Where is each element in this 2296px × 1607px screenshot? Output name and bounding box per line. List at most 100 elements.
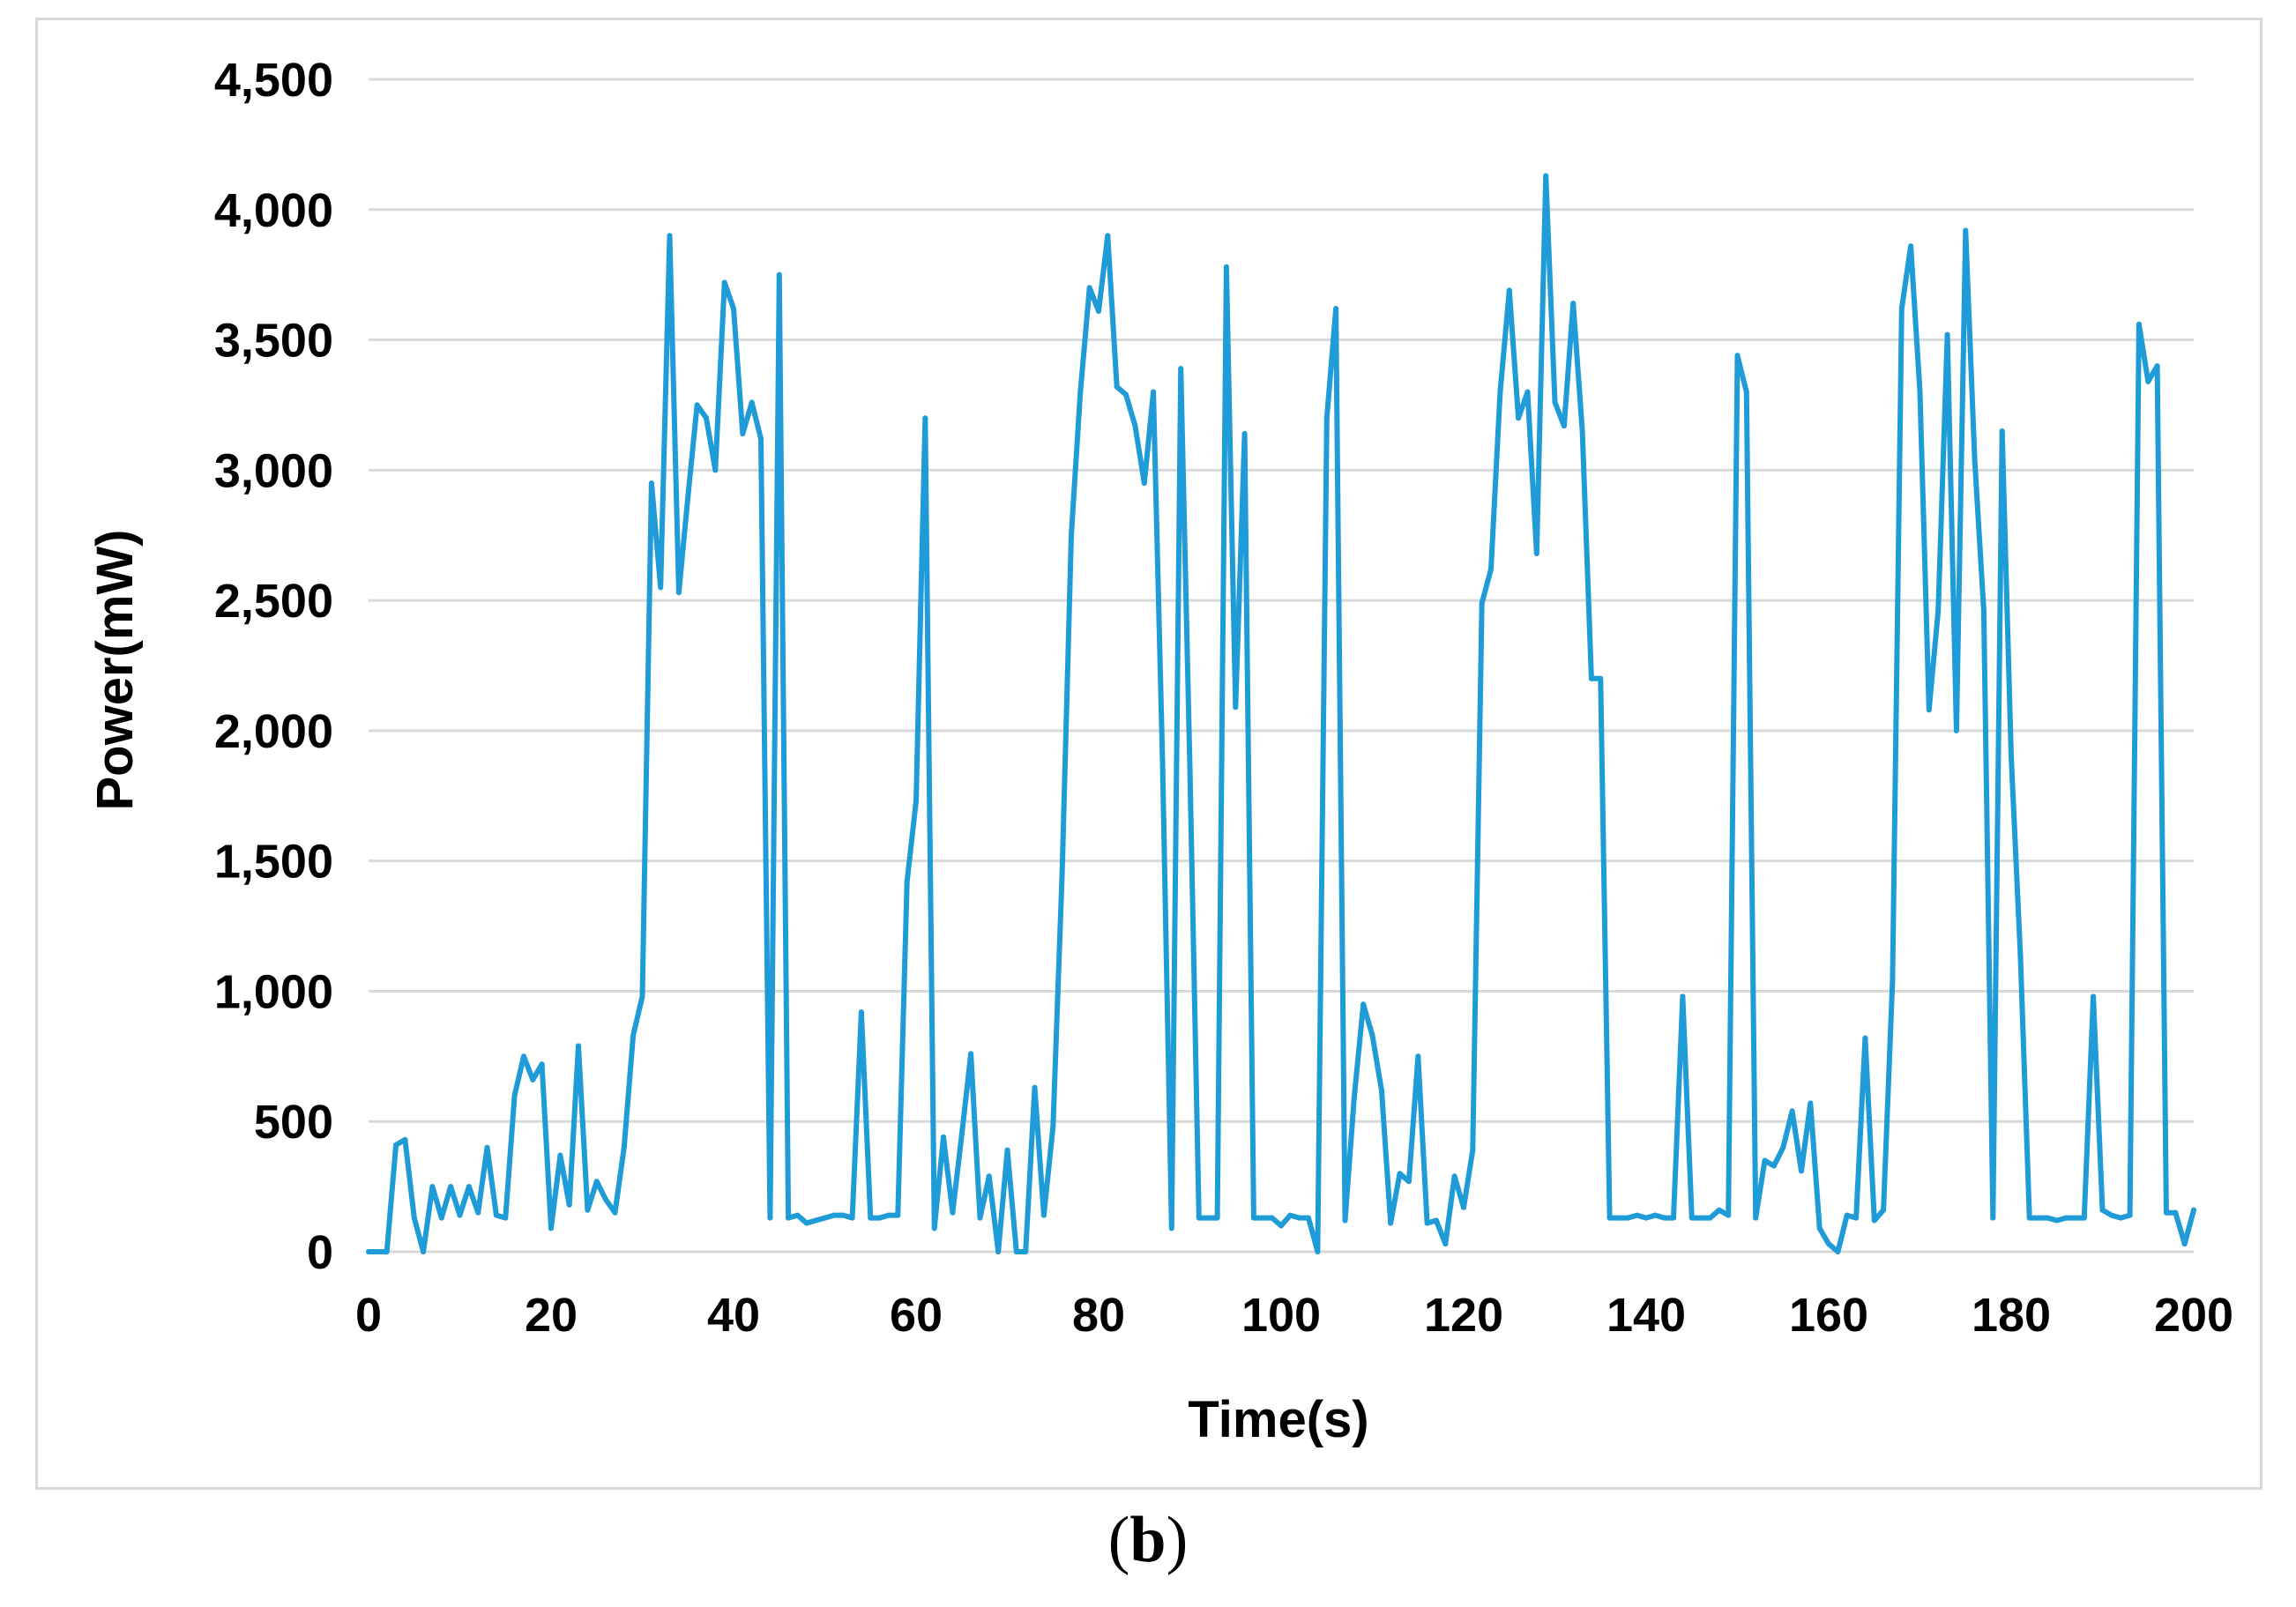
- data-point: [1032, 1084, 1038, 1090]
- data-point: [2173, 1209, 2179, 1216]
- data-point: [1433, 1217, 1439, 1224]
- data-point: [2026, 1215, 2032, 1221]
- data-point: [1205, 1215, 1211, 1221]
- data-point: [1451, 1173, 1457, 1179]
- data-point: [548, 1225, 554, 1231]
- data-point: [1196, 1215, 1202, 1221]
- data-point: [1716, 1207, 1722, 1213]
- data-point: [630, 1032, 637, 1038]
- data-point: [958, 1132, 965, 1137]
- y-axis-tick-labels: 0 500 1,000 1,500 2,000 2,500 3,000 3,500 4,000 4…: [214, 54, 333, 1279]
- data-point: [566, 1202, 572, 1208]
- data-point: [1233, 704, 1239, 711]
- panel-label: (b): [1107, 1504, 1189, 1576]
- data-point: [694, 402, 700, 408]
- y-tick-label: 4,000: [214, 184, 333, 237]
- data-point: [1132, 423, 1138, 429]
- data-point: [1159, 759, 1166, 765]
- data-point: [1826, 1241, 1831, 1247]
- x-tick-label: 20: [525, 1289, 578, 1342]
- data-point: [402, 1136, 408, 1142]
- data-point: [1908, 243, 1914, 249]
- data-point: [840, 1212, 846, 1218]
- data-point: [2191, 1207, 2196, 1213]
- data-point: [1844, 1212, 1850, 1218]
- data-point: [612, 1209, 618, 1216]
- data-point: [1634, 1212, 1640, 1218]
- data-point: [1944, 331, 1950, 338]
- data-point: [1250, 1215, 1256, 1221]
- data-point: [721, 279, 727, 286]
- data-point: [849, 1215, 855, 1221]
- data-point: [995, 1249, 1002, 1254]
- data-point: [1625, 1215, 1631, 1221]
- data-point: [1388, 1220, 1394, 1226]
- data-point: [1652, 1212, 1659, 1218]
- data-point: [1141, 480, 1147, 487]
- data-point: [2108, 1212, 2114, 1218]
- data-point: [1424, 1220, 1430, 1226]
- data-point: [1917, 389, 1923, 395]
- data-point: [1990, 1215, 1996, 1221]
- data-point: [1579, 428, 1585, 434]
- x-tick-label: 40: [707, 1289, 760, 1342]
- data-point: [1871, 1217, 1877, 1224]
- data-point: [1661, 1215, 1667, 1221]
- data-point: [1726, 1212, 1732, 1218]
- data-point: [1753, 1215, 1759, 1221]
- data-point: [1881, 1207, 1887, 1213]
- data-point: [1598, 675, 1604, 681]
- data-point: [1023, 1249, 1029, 1254]
- data-point: [1461, 1204, 1466, 1210]
- data-point: [885, 1212, 891, 1218]
- data-point: [1533, 550, 1539, 556]
- data-point: [803, 1220, 809, 1226]
- data-point: [2036, 1215, 2042, 1221]
- data-point: [1789, 1108, 1795, 1114]
- y-tick-label: 4,500: [214, 54, 333, 107]
- data-point: [1342, 1217, 1348, 1224]
- data-point: [941, 1134, 947, 1140]
- data-point: [421, 1249, 427, 1254]
- data-point: [822, 1215, 828, 1221]
- data-point: [1698, 1215, 1704, 1221]
- data-point: [1606, 1215, 1613, 1221]
- data-point: [2081, 1215, 2087, 1221]
- x-axis-label: Time(s): [1188, 1391, 1368, 1448]
- data-point: [1405, 1179, 1412, 1185]
- data-point: [1397, 1171, 1403, 1177]
- data-point: [411, 1215, 417, 1221]
- y-tick-label: 3,000: [214, 444, 333, 497]
- data-point: [1890, 978, 1896, 984]
- data-point: [1680, 993, 1686, 1000]
- y-tick-label: 2,000: [214, 705, 333, 758]
- data-point: [1926, 707, 1932, 713]
- data-point: [1743, 389, 1749, 395]
- data-point: [1306, 1215, 1312, 1221]
- data-point: [950, 1209, 956, 1216]
- data-point: [1644, 1215, 1649, 1221]
- data-point: [1223, 264, 1229, 270]
- chart-frame: [35, 18, 2262, 1490]
- data-point: [1123, 391, 1129, 398]
- y-tick-label: 2,500: [214, 575, 333, 628]
- data-point: [1278, 1223, 1284, 1229]
- data-point: [1086, 285, 1092, 291]
- data-point: [2145, 378, 2151, 384]
- data-point: [831, 1212, 837, 1218]
- data-point: [786, 1215, 792, 1221]
- data-point: [1168, 1225, 1174, 1231]
- data-point: [1561, 423, 1567, 429]
- data-point: [731, 306, 736, 312]
- data-point: [2118, 1215, 2124, 1221]
- data-point: [366, 1249, 371, 1254]
- data-point: [1415, 1053, 1421, 1060]
- y-tick-label: 1,500: [214, 836, 333, 889]
- y-tick-label: 0: [307, 1226, 333, 1279]
- data-point: [922, 415, 928, 421]
- x-tick-label: 160: [1789, 1289, 1868, 1342]
- data-point: [986, 1173, 992, 1179]
- data-point: [2072, 1215, 2078, 1221]
- y-tick-label: 3,500: [214, 315, 333, 368]
- x-tick-label: 100: [1241, 1289, 1321, 1342]
